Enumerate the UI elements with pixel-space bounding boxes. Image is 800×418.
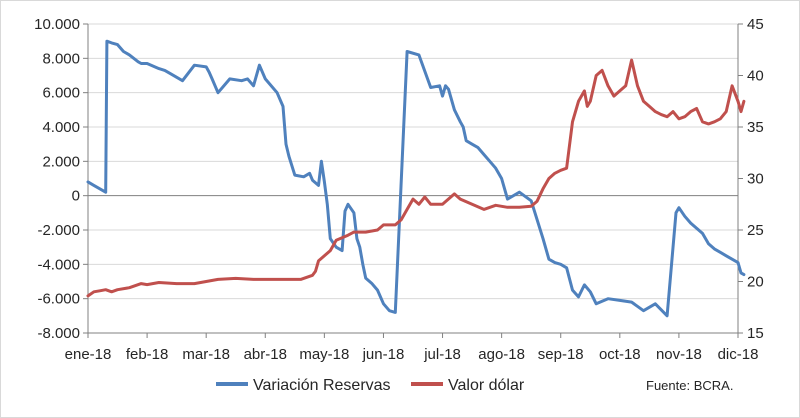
- left-tick-label: 4.000: [42, 119, 80, 136]
- right-tick-label: 15: [747, 325, 764, 342]
- left-y-axis-ticks: -8.000 -6.000 -4.000 -2.000 0 2.000 4.000 6.000…: [34, 16, 88, 342]
- x-tick-label: sep-18: [538, 346, 584, 363]
- right-tick-label: 40: [747, 68, 764, 85]
- x-tick-label: dic-18: [718, 346, 759, 363]
- legend-label-variacion-reservas: Variación Reservas: [253, 377, 391, 394]
- series-line-valor-dolar: [86, 58, 746, 298]
- axes: [87, 24, 739, 334]
- right-tick-label: 25: [747, 222, 764, 239]
- series-lines: [86, 39, 746, 318]
- right-tick-label: 35: [747, 119, 764, 136]
- right-tick-label: 20: [747, 274, 764, 291]
- x-tick-label: may-18: [299, 346, 349, 363]
- right-y-axis-ticks: 15 20 25 30 35 40 45: [738, 16, 764, 342]
- series-line-variacion-reservas: [86, 39, 746, 318]
- left-tick-label: -2.000: [37, 222, 80, 239]
- gridlines: [88, 23, 738, 334]
- right-tick-label: 30: [747, 171, 764, 188]
- left-tick-label: -8.000: [37, 325, 80, 342]
- x-tick-label: feb-18: [126, 346, 169, 363]
- x-tick-label: oct-18: [599, 346, 641, 363]
- x-tick-label: jun-18: [362, 346, 405, 363]
- x-tick-label: ene-18: [65, 346, 112, 363]
- x-tick-label: ago-18: [478, 346, 525, 363]
- left-tick-label: 2.000: [42, 153, 80, 170]
- legend: Variación Reservas Valor dólar: [216, 377, 525, 394]
- left-tick-label: -6.000: [37, 291, 80, 308]
- left-tick-label: 6.000: [42, 85, 80, 102]
- right-tick-label: 45: [747, 16, 764, 33]
- x-axis-ticks: ene-18 feb-18 mar-18 abr-18 may-18 jun-18 jul-…: [65, 333, 759, 363]
- left-tick-label: 10.000: [34, 16, 80, 33]
- x-tick-label: abr-18: [244, 346, 287, 363]
- x-tick-label: nov-18: [656, 346, 702, 363]
- source-note: Fuente: BCRA.: [646, 378, 733, 393]
- legend-label-valor-dolar: Valor dólar: [448, 377, 525, 394]
- x-tick-label: mar-18: [182, 346, 230, 363]
- left-tick-label: -4.000: [37, 256, 80, 273]
- left-tick-label: 0: [72, 188, 80, 205]
- x-tick-label: jul-18: [423, 346, 461, 363]
- left-tick-label: 8.000: [42, 50, 80, 67]
